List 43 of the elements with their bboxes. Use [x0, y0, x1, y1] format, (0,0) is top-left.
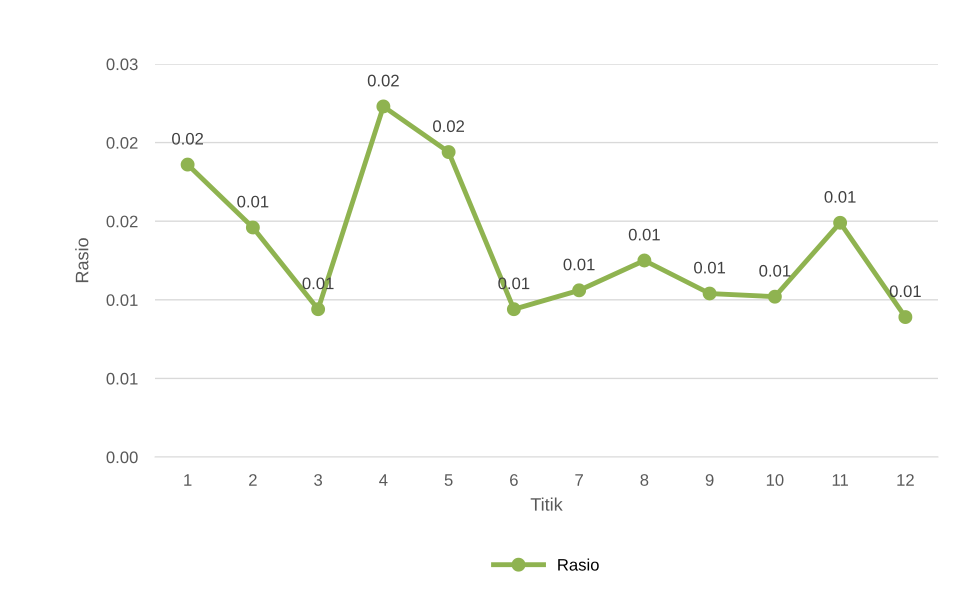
point: [898, 310, 912, 324]
x-tick-label: 11: [832, 474, 848, 486]
point: [376, 100, 390, 114]
data-label: 0.02: [172, 132, 204, 145]
data-label: 0.02: [433, 120, 464, 132]
y-tick-label: 0.00: [106, 451, 138, 464]
x-tick-label: 12: [897, 474, 914, 486]
point: [311, 302, 326, 316]
y-tick-label: 0.01: [106, 294, 138, 306]
point: [572, 283, 586, 298]
point: [246, 220, 260, 234]
x-tick-label: 3: [314, 474, 322, 486]
legend-label: Rasio: [558, 558, 599, 571]
y-tick-label: 0.01: [106, 372, 138, 385]
point: [180, 158, 195, 172]
y-axis-title: Rasio: [75, 238, 88, 282]
x-tick-label: 5: [444, 474, 453, 486]
point: [702, 286, 717, 300]
data-label: 0.02: [368, 74, 399, 86]
x-tick-label: 8: [640, 474, 648, 486]
data-label: 0.01: [824, 191, 856, 203]
x-tick-label: 10: [766, 474, 784, 486]
x-axis-title: Titik: [530, 498, 563, 511]
y-tick-label: 0.02: [106, 216, 138, 228]
x-tick-label: 1: [184, 474, 192, 486]
x-tick-label: 9: [706, 474, 714, 486]
data-label: 0.01: [694, 262, 726, 274]
point: [637, 254, 652, 268]
x-tick-label: 2: [249, 474, 257, 486]
data-label: 0.01: [890, 285, 921, 298]
x-tick-label: 6: [510, 474, 518, 486]
point: [506, 302, 521, 316]
data-label: 0.01: [759, 264, 790, 277]
data-label: 0.01: [237, 196, 268, 208]
point: [833, 216, 848, 230]
x-tick-label: 7: [575, 474, 583, 486]
data-label: 0.01: [564, 258, 595, 270]
y-tick-label: 0.03: [106, 58, 138, 70]
x-tick-label: 4: [379, 474, 388, 486]
y-tick-label: 0.02: [106, 137, 138, 149]
data-label: 0.01: [628, 228, 660, 241]
point: [442, 145, 456, 159]
point: [768, 290, 782, 304]
